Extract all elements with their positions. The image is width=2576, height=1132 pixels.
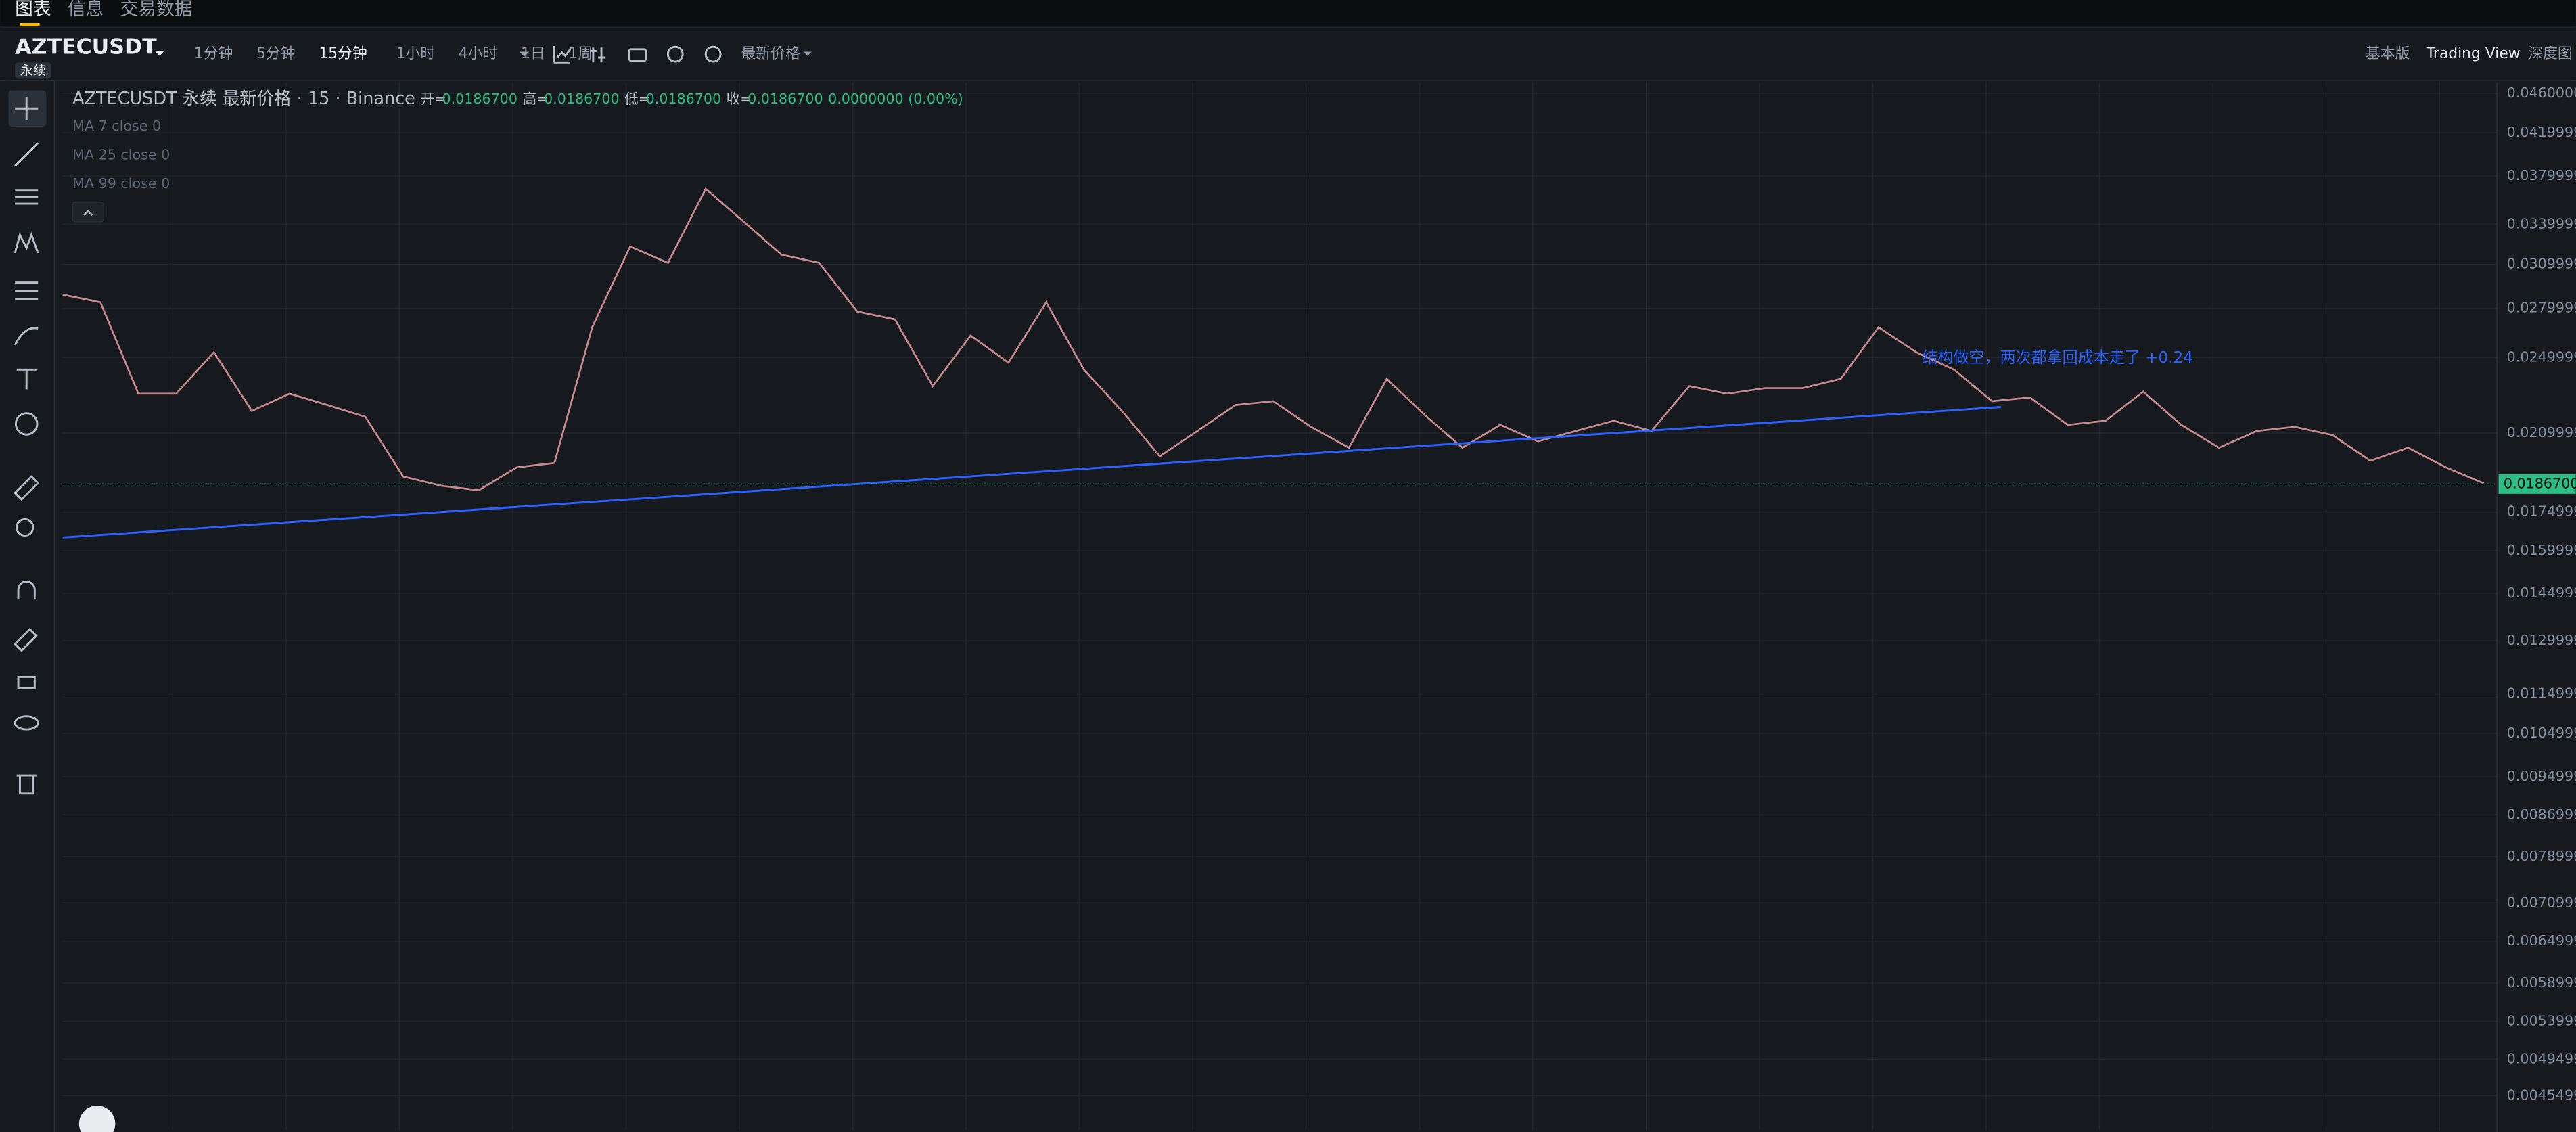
y-tick-label: 0.0144999 [2507,585,2576,601]
delete-tool[interactable] [16,774,37,795]
y-tick-label: 0.0249999 [2507,348,2576,365]
y-tick-label: 0.0159999 [2507,542,2576,558]
y-tick-label: 0.0419999 [2507,124,2576,140]
y-tick-label: 0.0379999 [2507,167,2576,183]
y-tick-label: 0.0094999 [2507,768,2576,784]
top-nav [0,0,2576,26]
ohlc-value: 0.0186700 [646,91,722,107]
symbol[interactable]: AZTECUSDT [15,35,157,59]
snapshot-icon[interactable] [628,48,647,62]
contract-badge [15,62,51,79]
add-icon[interactable] [666,45,684,63]
trendline [62,406,2001,539]
chart-type-icon[interactable] [590,47,605,63]
price-line [62,187,2485,491]
text-tool[interactable] [16,368,37,390]
indicator-label[interactable]: MA 25 close 0 [72,146,170,162]
active-tab-indicator [20,22,40,26]
y-tick-label: 0.0129999 [2507,632,2576,648]
ohlc-value: 0.0186700 [442,91,518,107]
y-tick-label: 0.0086999 [2507,806,2576,822]
ohlc-legend: 开=0.0186700 高=0.0186700 低=0.0186700 收=0.018… [421,91,963,107]
y-tick-label: 0.0114999 [2507,685,2576,702]
interval[interactable]: 4小时 [459,45,498,62]
indicator-icon[interactable] [553,45,572,64]
interval-group: 1分钟 5分钟 15分钟 1小时 4小时 1日 1周 [194,45,593,62]
zoom-tool[interactable] [16,518,34,537]
ohlc-value: 0.0186700 [544,91,620,107]
ohlc-label: 开= [421,91,446,107]
y-tick-label: 0.0309999 [2507,256,2576,272]
ohlc-label: 收= [727,91,752,107]
dropdown-arrow[interactable] [803,51,812,56]
y-tick-label: 0.0078999 [2507,848,2576,864]
y-tick-label: 0.0209999 [2507,424,2576,440]
y-tick-label: 0.0279999 [2507,300,2576,316]
price-source[interactable]: 最新价格 [741,45,800,62]
tv-logo [78,1106,116,1132]
last-price-label: 0.0186700 [2504,475,2576,491]
trendline-tool[interactable] [14,142,39,167]
interval[interactable]: 15分钟 [319,45,367,62]
ohlc-change: 0.0000000 (0.00%) [828,91,963,107]
lock-tool[interactable] [17,675,36,689]
indicator-label[interactable]: MA 99 close 0 [72,175,170,191]
interval[interactable]: 1小时 [396,45,436,62]
y-tick-label: 0.0045499 [2507,1087,2576,1103]
view-option[interactable]: 深度图 [2528,45,2573,62]
brush-tool[interactable] [14,327,39,346]
ohlc-value: 0.0186700 [748,91,823,107]
lock-draw-tool[interactable] [14,627,38,652]
annotation: 结构做空，两次都拿回成本走了 +0.24 [1922,348,2193,367]
projection-tool[interactable] [15,281,39,300]
y-tick-label: 0.0058999 [2507,974,2576,991]
interval[interactable]: 1周 [568,45,593,62]
interval[interactable]: 1分钟 [194,45,233,62]
nav-tab[interactable]: 图表 [15,0,51,20]
magnet-tool[interactable] [17,581,36,600]
y-tick-label: 0.0049499 [2507,1050,2576,1066]
visibility-tool[interactable] [14,715,39,731]
interval[interactable]: 5分钟 [256,45,296,62]
view-option[interactable]: Trading View [2426,45,2521,62]
y-tick-label: 0.0053999 [2507,1013,2576,1029]
nav-tab[interactable]: 交易数据 [120,0,193,20]
ohlc-label: 高= [522,91,548,107]
settings-icon[interactable] [704,45,722,63]
y-tick-label: 0.0070999 [2507,894,2576,910]
indicator-label[interactable]: MA 7 close 0 [72,118,161,134]
last-price-tag [2498,474,2576,494]
y-tick-label: 0.0104999 [2507,725,2576,741]
emoji-tool[interactable] [14,412,39,436]
symbol-dropdown[interactable] [154,51,165,56]
y-tick-label: 0.0339999 [2507,215,2576,231]
nav-tab[interactable]: 信息 [68,0,104,20]
fib-tool[interactable] [15,189,39,205]
view-option[interactable]: 基本版 [2366,45,2410,62]
chart-tools [553,45,722,64]
y-tick-label: 0.0174999 [2507,503,2576,520]
plot: 0.0460000 0.0419999 0.0379999 0.0339999 0.03… [62,82,2576,1132]
pattern-tool[interactable] [14,232,39,254]
ruler-tool[interactable] [14,475,40,501]
legend-title: AZTECUSDT 永续 最新价格 · 15 · Binance [72,89,415,109]
ohlc-label: 低= [624,91,650,107]
crosshair-tool[interactable] [15,97,39,120]
more-intervals[interactable] [519,51,530,57]
contract-label: 永续 [20,63,46,78]
drawing-toolbar [8,90,47,795]
y-tick-label: 0.0064999 [2507,932,2576,949]
collapse-icon[interactable] [83,209,93,217]
y-tick-label: 0.0460000 [2507,85,2576,101]
